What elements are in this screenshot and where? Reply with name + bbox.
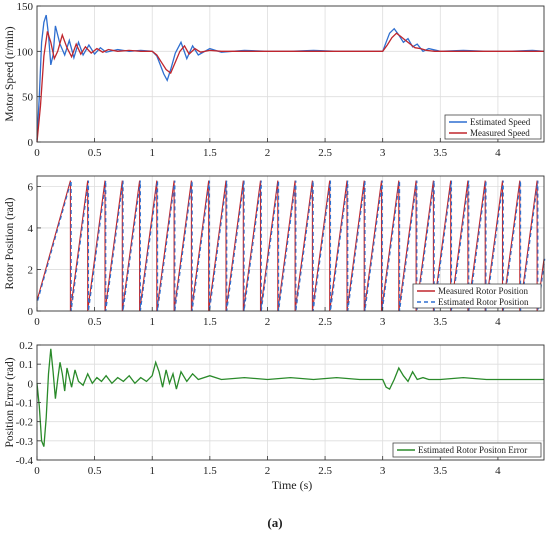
y-tick-label: -0.2 <box>16 417 33 429</box>
x-tick-label: 0 <box>34 147 40 159</box>
series-line-1 <box>36 14 545 141</box>
x-tick-label: 4 <box>495 316 501 328</box>
series-line-2 <box>36 31 544 143</box>
y-axis-label: Position Error (rad) <box>4 357 16 447</box>
y-tick-label: -0.1 <box>16 398 33 410</box>
y-tick-label: -0.3 <box>16 436 34 448</box>
y-axis-label: Motor Speed (r/min) <box>4 26 16 121</box>
x-tick-label: 1 <box>149 465 155 477</box>
legend-box <box>412 283 542 309</box>
x-tick-label: 0.5 <box>88 316 102 328</box>
y-tick-label: 0.1 <box>19 359 33 371</box>
x-tick-label: 3.5 <box>433 465 447 477</box>
legend: Estimated Rotor Positon Error <box>392 442 542 458</box>
x-tick-label: 0 <box>34 316 40 328</box>
x-tick-label: 2 <box>265 465 271 477</box>
legend-label: Estimated Rotor Position <box>438 297 529 307</box>
x-tick-label: 4 <box>495 147 501 159</box>
x-tick-label: 2.5 <box>318 465 332 477</box>
chart-panel-2: 0 0.5 1 1.5 2 2.5 3 3.5 4 0 2 4 6 Rotor Position (rad… <box>4 175 546 328</box>
x-tick-label: 3 <box>380 147 386 159</box>
legend-label: Estimated Rotor Positon Error <box>418 445 527 455</box>
chart-panel-3: 0 0.5 1 1.5 2 2.5 3 3.5 4 -0.4 -0.3 -0.2 -0.1 0 0.1 0.2… <box>4 340 545 477</box>
x-tick-label: 1.5 <box>203 465 217 477</box>
y-tick-label: 100 <box>17 46 34 58</box>
y-tick-label: 0.2 <box>19 340 33 352</box>
y-tick-label: 150 <box>17 1 34 13</box>
x-tick-label: 0 <box>34 465 40 477</box>
legend-label: Measured Rotor Position <box>438 286 528 296</box>
x-tick-label: 2.5 <box>318 316 332 328</box>
legend-box <box>392 442 542 458</box>
x-tick-label: 1.5 <box>203 147 217 159</box>
y-tick-label: 2 <box>28 264 34 276</box>
y-axis-label: Rotor Position (rad) <box>4 197 16 289</box>
y-tick-label: 50 <box>22 92 34 104</box>
x-tick-label: 3.5 <box>433 316 447 328</box>
axes-frame <box>36 175 545 312</box>
x-tick-label: 2 <box>265 147 271 159</box>
x-tick-label: 2 <box>265 316 271 328</box>
x-tick-label: 3 <box>380 465 386 477</box>
x-tick-label: 1.5 <box>203 316 217 328</box>
chart-panel-1: 0 0.5 1 1.5 2 2.5 3 3.5 4 0 50 100 150 Motor Speed (r… <box>4 1 545 159</box>
x-tick-label: 3 <box>380 316 386 328</box>
axes-frame <box>36 5 545 143</box>
y-tick-label: 0 <box>28 137 34 149</box>
x-tick-label: 0.5 <box>88 465 102 477</box>
y-tick-label: 0 <box>28 378 34 390</box>
x-tick-label: 0.5 <box>88 147 102 159</box>
x-tick-label: 2.5 <box>318 147 332 159</box>
figure-caption: (a) <box>267 515 282 530</box>
x-tick-label: 1 <box>149 147 155 159</box>
legend-box <box>444 114 542 140</box>
y-tick-label: -0.4 <box>16 455 34 467</box>
legend-label: Estimated Speed <box>470 117 531 127</box>
x-tick-label: 3.5 <box>433 147 447 159</box>
series-line-2 <box>37 180 546 312</box>
legend-label: Measured Speed <box>470 128 530 138</box>
series-line-1 <box>36 348 544 447</box>
y-tick-label: 0 <box>28 306 34 318</box>
series-line-1 <box>36 180 545 312</box>
x-tick-label: 4 <box>495 465 501 477</box>
y-tick-label: 4 <box>28 223 34 235</box>
y-tick-label: 6 <box>28 181 34 193</box>
x-axis-label: Time (s) <box>272 478 313 492</box>
x-tick-label: 1 <box>149 316 155 328</box>
